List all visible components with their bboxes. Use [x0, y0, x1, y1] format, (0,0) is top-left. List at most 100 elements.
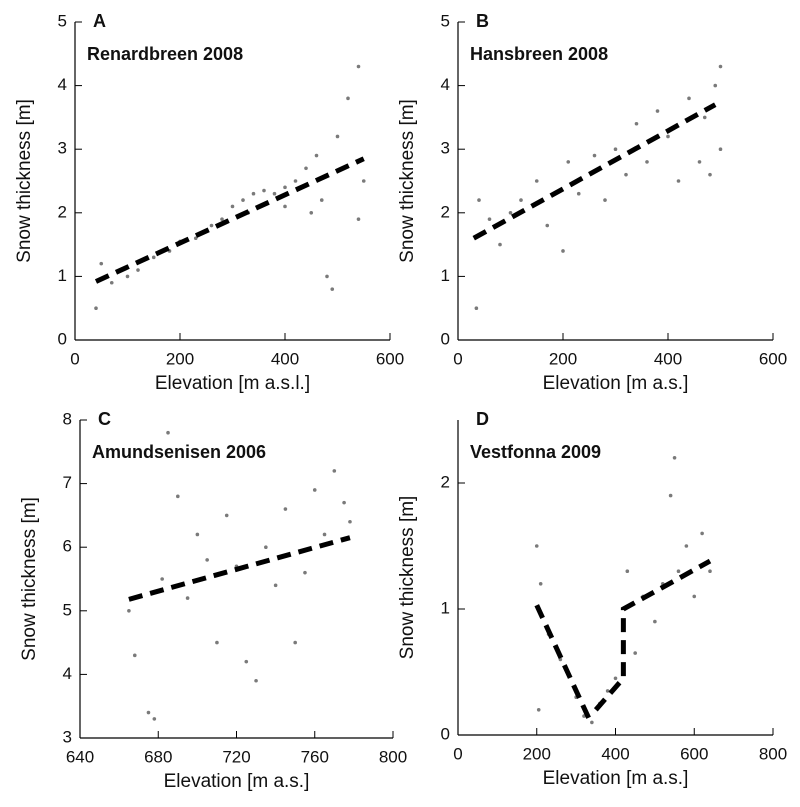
data-point [176, 494, 180, 499]
x-tick-label: 400 [654, 349, 682, 368]
data-point [668, 493, 673, 498]
data-point [254, 678, 258, 683]
data-point [545, 223, 550, 228]
trend-line [472, 102, 717, 241]
data-point [193, 236, 198, 241]
data-point [94, 306, 98, 311]
data-point [151, 255, 156, 260]
data-point [244, 659, 249, 664]
y-tick-label: 0 [441, 329, 450, 348]
x-tick-label: 760 [301, 747, 329, 766]
x-tick-label: 600 [376, 349, 404, 368]
x-tick-label: 640 [66, 747, 94, 766]
x-axis-label: Elevation [m a.s.] [543, 768, 689, 789]
panel: 0 1 2 3 4 5 0 200 400 600 Elevation [m a.s.] Snow t… [397, 11, 787, 394]
data-point [687, 96, 691, 101]
y-axis-label: Snow thickness [m] [19, 497, 40, 661]
data-point [625, 569, 630, 573]
data-point [361, 179, 366, 183]
data-point [684, 544, 689, 548]
data-point [605, 689, 610, 693]
data-point [676, 569, 681, 573]
data-point [251, 191, 256, 196]
y-axis-label: Snow thickness [m] [397, 99, 418, 263]
data-point [312, 488, 317, 492]
data-point [519, 198, 523, 202]
data-point [303, 570, 307, 575]
data-point [356, 217, 361, 221]
data-point [700, 531, 704, 536]
data-point [332, 469, 337, 473]
data-point [708, 172, 712, 177]
y-tick-label: 0 [441, 724, 450, 743]
data-point [342, 500, 346, 505]
data-point [215, 640, 219, 645]
y-tick-label: 2 [441, 202, 450, 221]
data-point [272, 191, 277, 196]
x-tick-label: 200 [166, 349, 194, 368]
y-tick-label: 5 [63, 600, 72, 619]
data-point [346, 96, 350, 101]
data-point [566, 160, 571, 164]
data-point [195, 532, 200, 537]
data-point [273, 583, 278, 588]
panel-title: Hansbreen 2008 [470, 44, 608, 64]
panel-letter: A [93, 11, 106, 31]
data-point [283, 185, 287, 190]
data-point [474, 306, 479, 311]
data-point [146, 710, 151, 715]
panel: 0 1 2 0 200 400 600 800 Elevation [m a.s.] Snow t… [397, 409, 787, 789]
data-point [356, 64, 361, 69]
y-tick-label: 2 [441, 472, 450, 491]
data-point [293, 640, 297, 645]
data-point [487, 217, 492, 221]
data-point [477, 198, 481, 202]
data-point [613, 676, 618, 681]
data-point [224, 513, 229, 518]
data-point [241, 198, 245, 202]
x-tick-label: 720 [222, 747, 250, 766]
data-point [209, 223, 214, 228]
x-tick-label: 0 [453, 744, 462, 763]
x-tick-label: 800 [759, 744, 787, 763]
data-point [125, 274, 130, 279]
x-axis-label: Elevation [m a.s.l.] [155, 373, 310, 394]
data-point [283, 507, 288, 511]
data-point [676, 179, 681, 183]
x-tick-label: 200 [549, 349, 577, 368]
data-point [314, 153, 319, 158]
data-point [325, 274, 329, 279]
panel-letter: B [476, 11, 489, 31]
y-tick-label: 5 [441, 11, 450, 30]
data-point [692, 594, 697, 599]
data-point [536, 708, 541, 712]
x-tick-label: 800 [379, 747, 407, 766]
y-tick-label: 7 [63, 473, 72, 492]
data-point [713, 83, 718, 88]
y-tick-label: 1 [441, 266, 450, 285]
x-tick-label: 0 [453, 349, 462, 368]
data-point [319, 198, 324, 202]
data-point [498, 242, 502, 247]
data-point [348, 519, 352, 524]
data-point [99, 261, 104, 266]
data-point [603, 198, 607, 202]
data-point [634, 121, 639, 126]
data-point [109, 280, 114, 285]
data-point [160, 577, 164, 581]
data-point [220, 217, 224, 221]
data-point [152, 717, 157, 721]
data-point [613, 147, 618, 151]
x-axis-label: Elevation [m a.s.] [543, 373, 689, 394]
data-point [335, 134, 340, 139]
y-tick-label: 3 [58, 139, 67, 158]
data-point [576, 191, 581, 196]
data-point [718, 147, 723, 151]
trend-line [128, 535, 351, 602]
data-point [262, 188, 266, 193]
x-tick-label: 680 [144, 747, 172, 766]
data-point [561, 249, 565, 253]
data-point [718, 64, 723, 69]
panel: 0 1 2 3 4 5 0 200 400 600 Elevation [m a.s.l.] Snow… [14, 11, 404, 394]
